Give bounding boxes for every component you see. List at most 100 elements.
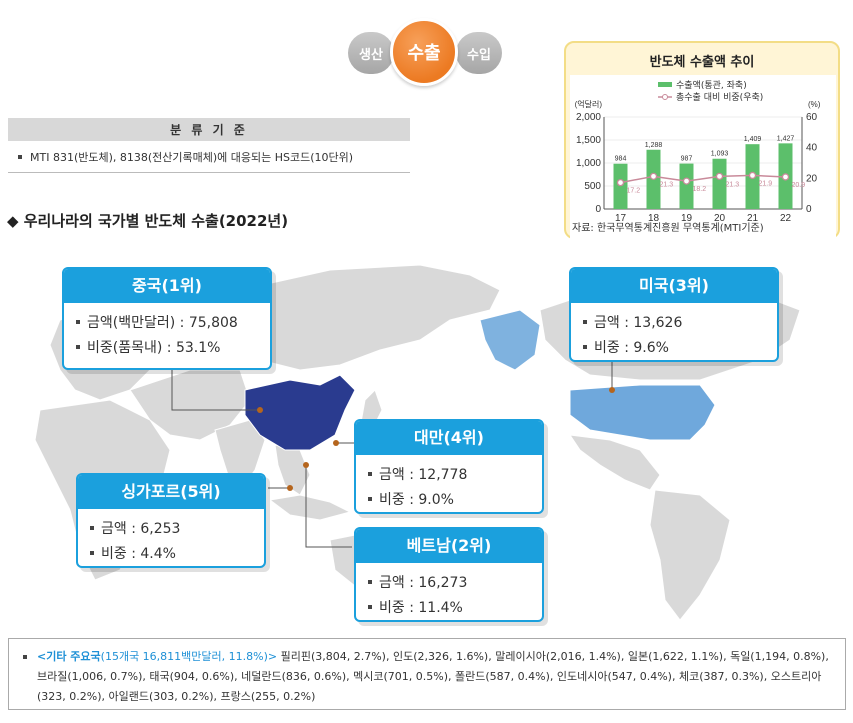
card-usa: 미국(3위) 금액 : 13,626 비중 : 9.6% [569,267,779,362]
y-left-tick-label: 2,000 [576,112,601,123]
import-tab[interactable]: 수입 [456,32,502,74]
card-singapore-title: 싱가포르(5위) [78,475,264,509]
bar-value-label: 1,093 [711,151,729,158]
bar-value-label: 1,427 [777,135,795,142]
share-value-label: 21.9 [759,180,773,187]
card-china-share-row: 비중(품목내) : 53.1% [76,334,258,359]
usa-landmass [569,384,716,441]
chart-plot-area: 0 500 1,000 1,500 2,000 0 20 40 60 (억달러) (%) 984 17 1… [570,75,836,241]
bullet-icon [18,154,22,159]
legend-bar-label: 수출액(통관, 좌축) [676,79,747,91]
card-taiwan: 대만(4위) 금액 : 12,778 비중 : 9.0% [354,419,544,514]
card-usa-amount-row: 금액 : 13,626 [583,309,765,334]
china-marker [257,407,263,413]
bullet-icon [368,471,372,476]
classification-box: 분 류 기 준 MTI 831(반도체), 8138(전산기록매체)에 대응되는… [8,118,410,173]
legend-line-marker [662,94,668,100]
export-tab-active[interactable]: 수출 [390,18,458,86]
share-line [620,174,786,184]
card-vietnam: 베트남(2위) 금액 : 16,273 비중 : 11.4% [354,527,544,622]
bullet-icon [90,550,94,555]
legend-line-label: 총수출 대비 비중(우축) [676,92,763,103]
card-taiwan-share-row: 비중 : 9.0% [368,486,530,511]
classification-text: MTI 831(반도체), 8138(전산기록매체)에 대응되는 HS코드(10… [30,150,354,164]
card-vietnam-title: 베트남(2위) [356,529,542,563]
classification-title: 분 류 기 준 [8,118,410,141]
greenland-landmass [479,309,541,371]
bar-value-label: 1,288 [645,142,663,149]
card-singapore-amount-row: 금액 : 6,253 [90,515,252,540]
legend-bar-swatch [658,82,672,87]
share-value-label: 17.2 [627,188,641,195]
bar [712,158,727,209]
china-connector [171,360,260,411]
chart-source: 자료: 한국무역통계진흥원 무역통계(MTI기준) [572,223,764,234]
trade-type-toggle[interactable]: 생산 수입 수출 [348,16,506,86]
card-singapore-share: 비중 : 4.4% [101,545,176,562]
card-vietnam-share: 비중 : 11.4% [379,599,463,616]
section-title: ◆ 우리나라의 국가별 반도체 수출(2022년) [7,212,289,230]
trend-chart: 0 500 1,000 1,500 2,000 0 20 40 60 (억달러) (%) 984 17 1… [575,79,821,224]
bar-value-label: 987 [681,156,693,163]
share-point [649,172,658,180]
mexico-landmass [568,434,661,491]
classification-body: MTI 831(반도체), 8138(전산기록매체)에 대응되는 HS코드(10… [8,141,410,173]
x-tick-label: 17 [615,213,627,224]
bullet-icon [76,319,80,324]
y-right-tick-label: 60 [806,112,818,123]
card-vietnam-amount: 금액 : 16,273 [379,574,468,591]
china-landmass [244,374,356,451]
share-value-label: 18.2 [693,186,707,193]
card-vietnam-share-row: 비중 : 11.4% [368,594,530,619]
card-singapore-share-row: 비중 : 4.4% [90,540,252,565]
card-china-title: 중국(1위) [64,269,270,303]
vietnam-marker [303,462,309,468]
card-singapore: 싱가포르(5위) 금액 : 6,253 비중 : 4.4% [76,473,266,568]
bullet-icon [368,496,372,501]
indonesia-landmass [268,494,352,521]
bullet-icon [583,319,587,324]
south-america-landmass [649,489,731,621]
production-tab[interactable]: 생산 [348,32,394,74]
card-usa-title: 미국(3위) [571,269,777,303]
note-highlight-label: <기타 주요국 [37,650,101,663]
chart-title: 반도체 수출액 추이 [649,55,755,70]
bullet-icon [76,344,80,349]
bar-value-label: 1,409 [744,136,762,143]
x-tick-label: 20 [714,213,726,224]
share-point [781,173,790,181]
share-point [715,172,724,180]
share-value-label: 20.9 [792,182,806,189]
card-usa-share-row: 비중 : 9.6% [583,334,765,359]
y-left-tick-label: 0 [595,204,601,215]
card-taiwan-amount: 금액 : 12,778 [379,466,468,483]
note-highlight-detail: (15개국 16,811백만달러, 11.8%)> [100,650,278,663]
x-tick-label: 18 [648,213,660,224]
y-left-tick-label: 1,500 [576,135,601,146]
card-usa-amount: 금액 : 13,626 [594,314,683,331]
bar [679,163,694,209]
card-china-amount-row: 금액(백만달러) : 75,808 [76,309,258,334]
y-left-tick-label: 500 [584,181,601,192]
singapore-marker [287,485,293,491]
bar-value-label: 984 [615,156,627,163]
bullet-icon [368,579,372,584]
card-taiwan-title: 대만(4위) [356,421,542,455]
left-unit-label: (억달러) [575,99,603,109]
x-tick-label: 22 [780,213,792,224]
export-trend-panel: 반도체 수출액 추이 0 500 1,000 1,500 2,000 0 20 40 60 (억달… [564,41,840,241]
card-usa-share: 비중 : 9.6% [594,339,669,356]
bullet-icon [90,525,94,530]
central-asia-landmass [129,369,251,441]
bullet-icon [23,655,27,659]
bullet-icon [583,344,587,349]
card-taiwan-share: 비중 : 9.0% [379,491,454,508]
y-right-tick-label: 0 [806,204,812,215]
bar [613,163,628,209]
share-point [682,177,691,185]
share-value-label: 21.3 [660,181,674,188]
card-singapore-amount: 금액 : 6,253 [101,520,181,537]
card-china: 중국(1위) 금액(백만달러) : 75,808 비중(품목내) : 53.1% [62,267,272,370]
card-vietnam-amount-row: 금액 : 16,273 [368,569,530,594]
share-point [748,171,757,180]
